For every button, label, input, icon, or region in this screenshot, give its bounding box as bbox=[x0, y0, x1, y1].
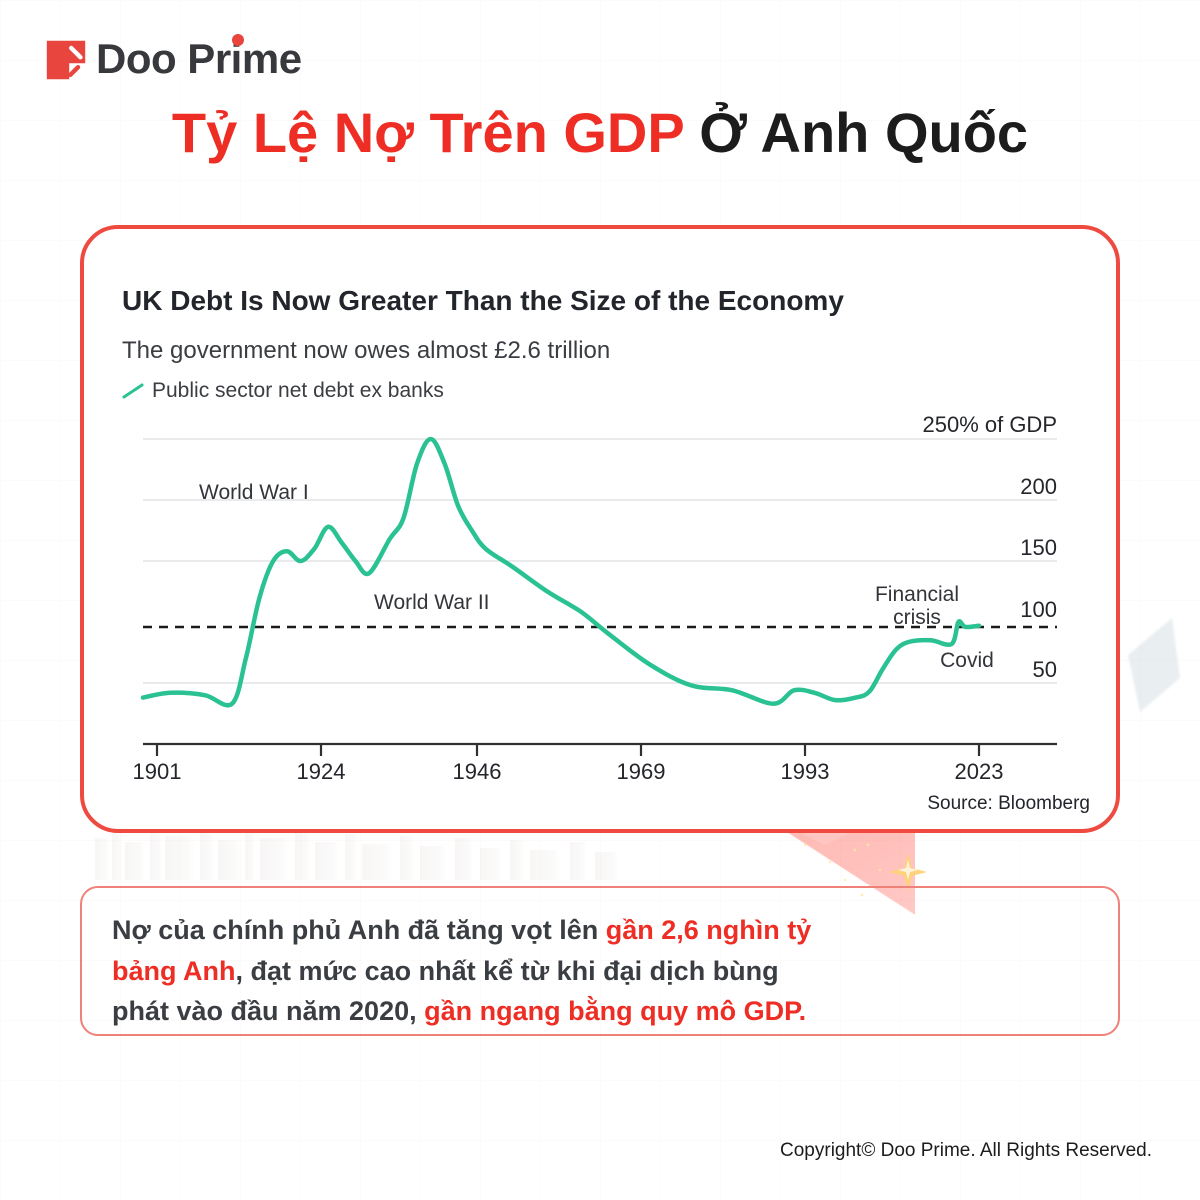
svg-text:2023: 2023 bbox=[955, 759, 1004, 784]
svg-text:50: 50 bbox=[1033, 657, 1057, 682]
svg-text:1993: 1993 bbox=[781, 759, 830, 784]
svg-text:200: 200 bbox=[1020, 474, 1057, 499]
svg-text:1969: 1969 bbox=[617, 759, 666, 784]
svg-text:crisis: crisis bbox=[893, 606, 941, 629]
svg-text:150: 150 bbox=[1020, 535, 1057, 560]
svg-text:1924: 1924 bbox=[297, 759, 346, 784]
svg-text:250% of GDP: 250% of GDP bbox=[922, 412, 1057, 437]
svg-text:Covid: Covid bbox=[940, 649, 994, 672]
svg-text:Financial: Financial bbox=[875, 583, 959, 606]
svg-text:World War I: World War I bbox=[199, 481, 309, 504]
svg-text:World War II: World War II bbox=[374, 591, 490, 614]
svg-text:1901: 1901 bbox=[133, 759, 182, 784]
svg-text:100: 100 bbox=[1020, 597, 1057, 622]
svg-text:1946: 1946 bbox=[453, 759, 502, 784]
